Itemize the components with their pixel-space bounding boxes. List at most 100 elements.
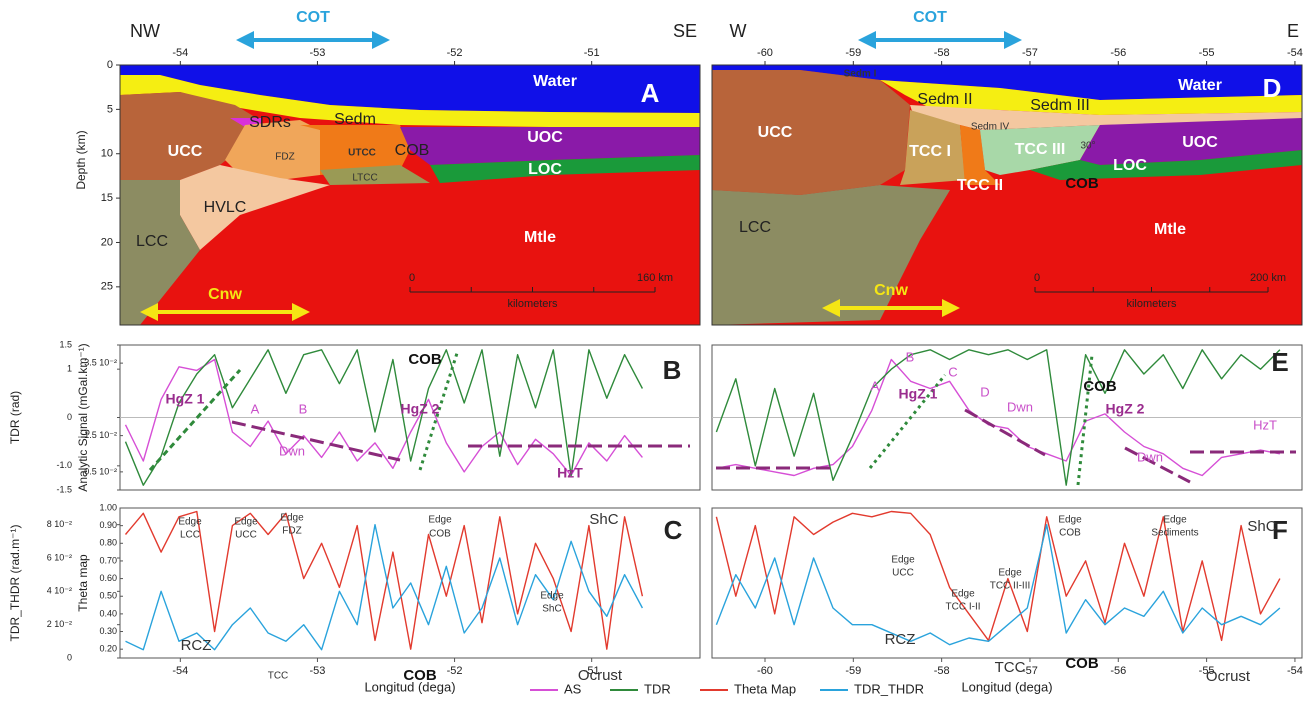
unit-label: UOC: [1182, 134, 1218, 151]
annotation: ShC: [1247, 518, 1276, 535]
annotation: A: [251, 401, 260, 416]
annotation: Dwn: [1137, 449, 1163, 464]
cot-label: COT: [296, 9, 330, 26]
unit-label: TCC I: [909, 143, 951, 160]
y-tick-label: 1: [67, 364, 72, 374]
x-tick-label: -56: [1110, 47, 1126, 59]
y2-tick-label: 0.20: [99, 644, 117, 654]
x-axis-title: Longitud (dega): [961, 679, 1052, 694]
annotation: COB: [1083, 378, 1117, 395]
annotation: UCC: [892, 568, 914, 579]
legend-label: Theta Map: [734, 681, 796, 696]
geologic-unit: [712, 70, 910, 195]
annotation: C: [948, 364, 957, 379]
y-axis-title: TDR_THDR (rad.m⁻¹): [8, 525, 22, 642]
y2-tick-label: 0.70: [99, 555, 117, 565]
scale-label: kilometers: [1126, 298, 1177, 310]
annotation: RCZ: [181, 637, 212, 654]
scale-label: 0: [409, 272, 415, 284]
annotation: Edge: [1163, 515, 1187, 526]
unit-label: Sedm: [334, 111, 376, 128]
annotation: Ocrust: [578, 667, 623, 684]
x-tick-label: -54: [1287, 665, 1303, 677]
x-tick-label: -51: [584, 47, 600, 59]
unit-label: Water: [533, 73, 577, 90]
unit-label: Water: [1178, 77, 1222, 94]
unit-label: UCC: [168, 143, 203, 160]
annotation: Edge: [998, 568, 1022, 579]
west-label: NW: [130, 21, 160, 41]
annotation: TCC: [268, 671, 289, 682]
cot-label: COT: [913, 9, 947, 26]
y-tick-label: 1.5: [59, 339, 72, 349]
x-tick-label: -52: [447, 665, 463, 677]
annotation: Edge: [540, 591, 564, 602]
legend-label: TDR: [644, 681, 671, 696]
y-tick-label: 5: [107, 103, 113, 115]
x-tick-label: -54: [172, 665, 188, 677]
unit-label: Sedm III: [1030, 97, 1090, 114]
unit-label: Mtle: [1154, 221, 1186, 238]
annotation: UCC: [235, 530, 257, 541]
x-tick-label: -56: [1110, 665, 1126, 677]
cnw-label: Cnw: [874, 282, 908, 299]
y-tick-label: 0: [67, 652, 72, 662]
figure: NW COT SE W COT E -54-53-52-510510152025…: [0, 0, 1306, 706]
x-tick-label: -58: [934, 47, 950, 59]
y-tick-label: 8 10⁻²: [47, 519, 72, 529]
x-tick-label: -60: [757, 665, 773, 677]
x-tick-label: -53: [309, 47, 325, 59]
annotation: FDZ: [282, 526, 301, 537]
scale-label: kilometers: [507, 298, 558, 310]
east-label: SE: [673, 21, 697, 41]
y2-tick-label: 1.00: [99, 502, 117, 512]
y-tick-label: 20: [101, 236, 113, 248]
annotation: Edge: [280, 513, 304, 524]
annotation: Edge: [178, 517, 202, 528]
y2-tick-label: 0.60: [99, 573, 117, 583]
panel-letter: D: [1263, 73, 1282, 103]
west-label: W: [730, 21, 747, 41]
y-tick-label: -1.0: [56, 460, 72, 470]
annotation: HgZ 2: [401, 401, 440, 417]
y2-tick-label: 0.80: [99, 538, 117, 548]
annotation: HzT: [557, 465, 583, 481]
y-axis-title: Depth (km): [74, 130, 88, 189]
y2-axis-title: Theta map: [76, 554, 90, 612]
y-tick-label: 2 10⁻²: [47, 619, 72, 629]
panel-letter: C: [664, 515, 683, 545]
x-tick-label: -60: [757, 47, 773, 59]
unit-label: HVLC: [204, 199, 247, 216]
unit-label: COB: [1065, 175, 1099, 192]
annotation: COB: [1059, 528, 1081, 539]
annotation: Edge: [1058, 515, 1082, 526]
y-tick-label: 6 10⁻²: [47, 552, 72, 562]
unit-label: FDZ: [275, 152, 294, 163]
unit-label: LOC: [528, 161, 562, 178]
annotation: HzT: [1253, 417, 1277, 432]
unit-label: LCC: [136, 233, 168, 250]
annotation: TCC II-III: [990, 581, 1031, 592]
unit-label: COB: [395, 142, 430, 159]
x-tick-label: -57: [1022, 47, 1038, 59]
annotation: HgZ 1: [899, 386, 938, 402]
annotation: TCC: [995, 659, 1026, 676]
unit-label: Sedm II: [917, 91, 972, 108]
y2-axis-title: Analytic Signal (mGal.km⁻¹): [76, 343, 90, 491]
annotation: Dwn: [279, 443, 305, 458]
y-tick-label: 0: [107, 59, 113, 71]
unit-label: TCC II: [957, 177, 1003, 194]
unit-label: SDRs: [249, 114, 291, 131]
scale-label: 160 km: [637, 272, 673, 284]
y-tick-label: 4 10⁻²: [47, 586, 72, 596]
panel-letter: A: [641, 78, 660, 108]
annotation: Sediments: [1151, 528, 1198, 539]
panel-letter: E: [1271, 347, 1288, 377]
annotation: ShC: [589, 511, 618, 528]
unit-label: UCC: [758, 124, 793, 141]
y2-tick-label: 0.30: [99, 626, 117, 636]
annotation: Edge: [891, 555, 915, 566]
annotation: Edge: [234, 517, 258, 528]
unit-label: Mtle: [524, 229, 556, 246]
y-tick-label: 0: [67, 412, 72, 422]
